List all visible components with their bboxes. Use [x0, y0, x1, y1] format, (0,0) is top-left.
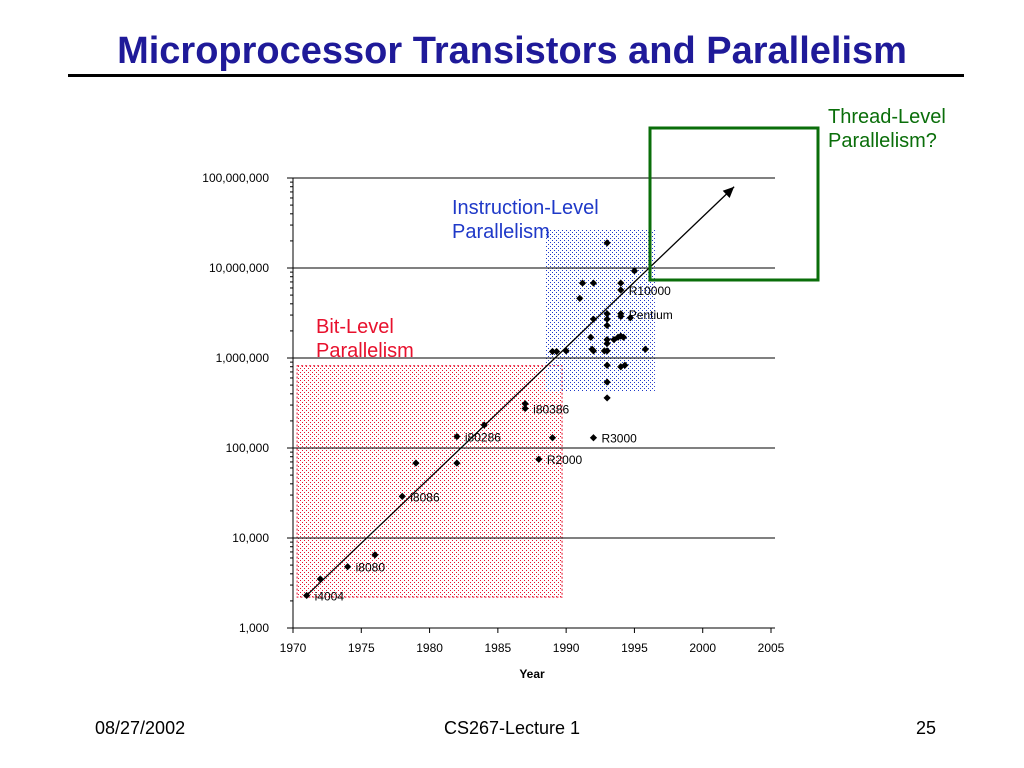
data-point [603, 336, 611, 344]
data-point [453, 459, 461, 467]
x-tick-label: 1985 [485, 641, 512, 655]
point-label: i80386 [533, 402, 569, 416]
data-point [480, 421, 488, 429]
footer-page-number: 25 [915, 718, 936, 738]
y-tick-label: 10,000,000 [209, 261, 269, 275]
data-point [603, 239, 611, 247]
data-point [344, 563, 352, 571]
y-tick-label: 1,000 [239, 621, 269, 635]
data-point [398, 492, 406, 500]
data-point [603, 361, 611, 369]
x-tick-label: 2005 [758, 641, 785, 655]
data-point [453, 432, 461, 441]
data-point [562, 347, 570, 355]
data-point [617, 310, 625, 318]
data-point [589, 279, 598, 287]
transistor-chart: 1,000 10,000 100,000 1,000,000 10,000,000 100… [202, 106, 946, 681]
y-tick-label: 1,000,000 [216, 351, 270, 365]
thread-level-label: Thread-Level Parallelism? [828, 106, 946, 152]
data-point [303, 591, 311, 600]
data-point [412, 459, 420, 467]
x-tick-label: 2000 [689, 641, 716, 655]
data-point [614, 333, 622, 341]
data-point [371, 551, 379, 559]
data-point [521, 404, 529, 413]
data-point [603, 394, 611, 402]
data-point [603, 310, 611, 318]
point-label: R3000 [601, 432, 637, 446]
data-point [552, 347, 561, 356]
data-point [603, 378, 611, 386]
footer-date: 08/27/2002 [95, 718, 186, 738]
data-point [548, 434, 557, 442]
data-point [603, 339, 611, 348]
bit-level-label: Bit-Level Parallelism [316, 316, 414, 362]
data-point [548, 347, 557, 356]
data-point [588, 345, 596, 353]
trend-line [306, 186, 735, 596]
data-point [587, 333, 595, 341]
data-point [535, 455, 543, 463]
y-tick-label: 100,000,000 [202, 171, 269, 185]
footer-course: CS267-Lecture 1 [443, 718, 581, 738]
instruction-level-label: Instruction-Level Parallelism [452, 197, 599, 243]
data-point [617, 363, 625, 371]
point-label: i8086 [410, 490, 440, 504]
point-label: R10000 [629, 284, 671, 298]
x-tick-label: 1980 [416, 641, 443, 655]
point-label: R2000 [547, 453, 583, 467]
point-label: i80286 [465, 431, 501, 445]
data-point [578, 279, 587, 287]
thread-level-box [648, 126, 820, 282]
data-point [630, 267, 639, 275]
data-point [603, 315, 611, 323]
data-point [621, 361, 629, 369]
data-point [576, 294, 584, 302]
point-label: Pentium [629, 308, 673, 322]
point-label: i8080 [356, 561, 386, 575]
data-point [316, 575, 324, 583]
data-point [603, 321, 611, 330]
x-tick-label: 1995 [621, 641, 648, 655]
data-point [617, 279, 625, 287]
point-label: i4004 [315, 589, 345, 603]
data-point [617, 286, 625, 294]
data-point [641, 345, 649, 353]
data-point [626, 314, 634, 322]
data-point [589, 315, 598, 323]
data-point [603, 347, 611, 355]
data-point [610, 336, 618, 344]
data-point [619, 333, 628, 341]
data-point [521, 400, 529, 408]
bit-level-region [296, 365, 563, 598]
x-tick-label: 1970 [280, 641, 307, 655]
title-underline [68, 74, 964, 77]
data-point [589, 434, 598, 442]
x-axis-title: Year [519, 667, 545, 681]
trend-arrowhead [722, 186, 735, 198]
instruction-level-region [545, 229, 655, 391]
y-tick-label: 10,000 [232, 531, 269, 545]
x-tick-label: 1990 [553, 641, 580, 655]
y-tick-label: 100,000 [226, 441, 270, 455]
x-tick-label: 1975 [348, 641, 375, 655]
slide-title: Microprocessor Transistors and Paralleli… [117, 30, 907, 72]
